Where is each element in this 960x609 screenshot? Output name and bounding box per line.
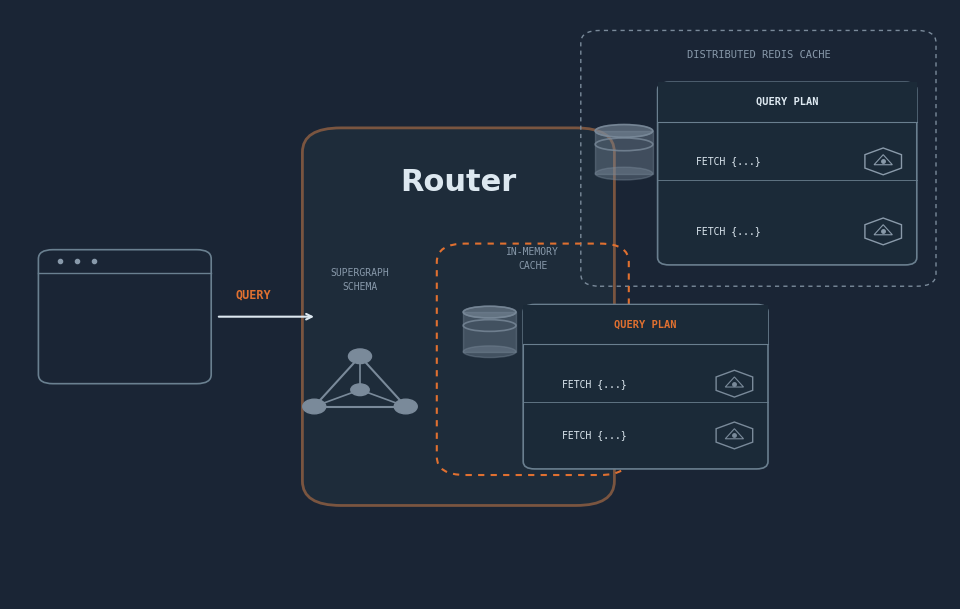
Ellipse shape <box>464 306 516 318</box>
Ellipse shape <box>595 167 653 180</box>
Ellipse shape <box>464 346 516 357</box>
FancyBboxPatch shape <box>463 312 516 352</box>
Circle shape <box>302 400 325 414</box>
Circle shape <box>395 400 418 414</box>
FancyBboxPatch shape <box>523 304 768 469</box>
Text: Router: Router <box>400 168 516 197</box>
FancyBboxPatch shape <box>658 82 917 265</box>
Text: FETCH {...}: FETCH {...} <box>696 157 760 166</box>
FancyBboxPatch shape <box>523 304 768 344</box>
FancyBboxPatch shape <box>38 250 211 384</box>
Circle shape <box>348 349 372 364</box>
Ellipse shape <box>595 125 653 138</box>
Text: FETCH {...}: FETCH {...} <box>696 227 760 236</box>
Text: DISTRIBUTED REDIS CACHE: DISTRIBUTED REDIS CACHE <box>686 50 830 60</box>
FancyBboxPatch shape <box>595 131 653 174</box>
Text: SUPERGRAPH
SCHEMA: SUPERGRAPH SCHEMA <box>330 268 390 292</box>
Text: QUERY PLAN: QUERY PLAN <box>756 97 819 107</box>
FancyBboxPatch shape <box>302 128 614 505</box>
Circle shape <box>350 384 370 396</box>
Text: QUERY: QUERY <box>235 289 271 301</box>
FancyBboxPatch shape <box>658 82 917 122</box>
Text: IN-MEMORY
CACHE: IN-MEMORY CACHE <box>506 247 560 270</box>
Text: FETCH {...}: FETCH {...} <box>562 379 626 389</box>
Text: QUERY PLAN: QUERY PLAN <box>614 319 677 329</box>
Text: FETCH {...}: FETCH {...} <box>562 431 626 440</box>
